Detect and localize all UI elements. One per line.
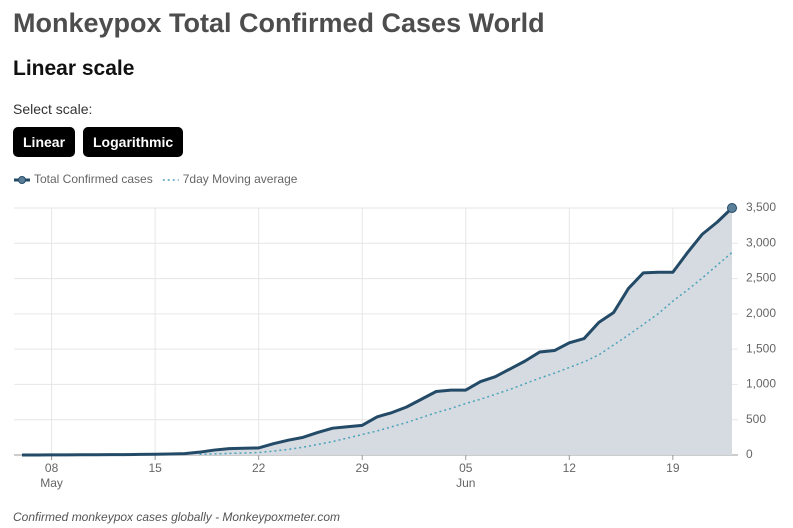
y-tick-label: 1,500 [746,341,776,355]
month-label: May [40,476,63,490]
end-marker [727,203,737,213]
x-tick-label: 05 [459,461,473,475]
month-label: Jun [456,476,475,490]
legend-label: Total Confirmed cases [34,172,153,186]
y-tick-label: 500 [746,412,766,426]
legend-marker [18,176,26,184]
x-tick-label: 29 [356,461,370,475]
y-tick-label: 3,000 [746,235,776,249]
x-tick-label: 22 [252,461,266,475]
x-tick-label: 12 [563,461,577,475]
scale-button[interactable]: Linear [13,127,76,157]
y-tick-label: 2,000 [746,306,776,320]
subtitle: Linear scale [13,57,135,80]
y-tick-label: 0 [746,447,753,461]
y-tick-label: 1,000 [746,377,776,391]
select-label: Select scale: [13,101,93,117]
x-tick-label: 19 [666,461,680,475]
x-tick-label: 08 [45,461,59,475]
legend-label: 7day Moving average [183,172,298,186]
page-title: Monkeypox Total Confirmed Cases World [13,8,545,38]
y-tick-label: 2,500 [746,271,776,285]
y-tick-label: 3,500 [746,200,776,214]
line [22,206,734,457]
footnote: Confirmed monkeypox cases globally - Mon… [13,510,341,524]
x-tick-label: 15 [148,461,162,475]
area [22,208,732,455]
scale-button[interactable]: Logarithmic [83,127,184,157]
